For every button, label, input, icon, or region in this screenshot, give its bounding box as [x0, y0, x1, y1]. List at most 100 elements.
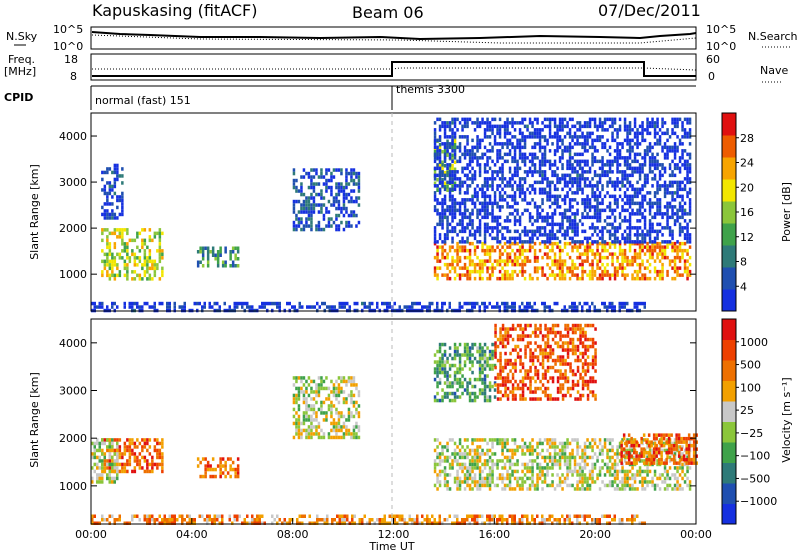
power-echo-cell [446, 255, 449, 260]
power-echo-cell [608, 152, 612, 157]
power-echo-cell [513, 159, 517, 164]
power-echo-cell [133, 252, 137, 257]
power-echo-cell [646, 177, 649, 181]
power-echo-cell [596, 248, 599, 253]
power-echo-cell [581, 152, 584, 157]
power-echo-cell [496, 301, 499, 306]
velocity-echo-cell [146, 469, 149, 474]
velocity-echo-cell [342, 435, 346, 440]
power-echo-cell [663, 226, 667, 230]
power-echo-cell [618, 142, 622, 146]
power-echo-cell [626, 166, 629, 171]
power-echo-cell [468, 152, 472, 157]
velocity-echo-cell [481, 452, 484, 456]
power-echo-cell [613, 219, 617, 223]
velocity-echo-cell [501, 445, 504, 449]
power-echo-cell [158, 235, 162, 239]
power-echo-cell [528, 135, 532, 139]
power-echo-cell [511, 241, 514, 246]
power-echo-cell [681, 252, 684, 256]
power-echo-cell [623, 255, 627, 260]
velocity-echo-cell [486, 480, 489, 484]
power-echo-cell [551, 273, 554, 277]
power-echo-cell [448, 269, 452, 274]
power-echo-cell [463, 180, 467, 185]
velocity-echo-cell [613, 476, 617, 481]
power-echo-cell [476, 269, 479, 274]
velocity-echo-cell [463, 487, 467, 491]
velocity-echo-cell [563, 476, 567, 481]
power-echo-cell [478, 266, 482, 270]
power-echo-cell [606, 241, 609, 246]
power-echo-cell [151, 277, 154, 281]
power-echo-cell [568, 156, 572, 160]
power-echo-cell [448, 187, 452, 192]
power-echo-cell [448, 301, 451, 306]
power-echo-cell [583, 259, 587, 263]
velocity-echo-cell [598, 438, 602, 442]
power-echo-cell [446, 273, 449, 277]
power-echo-cell [443, 173, 447, 178]
power-echo-cell [438, 166, 442, 171]
power-echo-cell [345, 196, 348, 200]
velocity-echo-cell [626, 438, 629, 442]
power-echo-cell [357, 196, 361, 200]
power-echo-cell [636, 191, 639, 195]
velocity-echo-cell [578, 455, 582, 460]
power-echo-cell [631, 138, 634, 143]
power-echo-cell [621, 301, 624, 306]
velocity-echo-cell [558, 455, 562, 460]
power-echo-cell [451, 266, 454, 270]
power-echo-cell [573, 212, 577, 216]
velocity-echo-cell [436, 462, 439, 467]
power-echo-cell [451, 159, 454, 164]
power-echo-cell [448, 276, 452, 281]
power-echo-cell [411, 305, 414, 309]
velocity-echo-cell [606, 469, 609, 474]
velocity-echo-cell [443, 483, 447, 488]
power-echo-cell [661, 131, 664, 136]
power-echo-cell [673, 219, 677, 223]
power-echo-cell [686, 252, 689, 256]
power-echo-cell [108, 245, 112, 250]
power-echo-cell [536, 226, 539, 230]
power-echo-cell [523, 145, 527, 150]
power-echo-cell [558, 245, 562, 249]
power-echo-cell [486, 128, 489, 132]
power-echo-cell [513, 156, 517, 160]
power-echo-cell [506, 229, 509, 234]
velocity-echo-cell [471, 448, 474, 453]
power-echo-cell [503, 198, 507, 202]
power-echo-cell [501, 145, 504, 150]
power-echo-cell [113, 228, 117, 232]
velocity-echo-cell [295, 432, 298, 436]
velocity-echo-cell [608, 448, 612, 453]
power-echo-cell [337, 224, 341, 228]
power-echo-cell [596, 180, 599, 185]
velocity-echo-cell [533, 448, 537, 453]
power-echo-cell [603, 208, 607, 213]
velocity-echo-cell [638, 469, 642, 474]
velocity-echo-cell [342, 414, 346, 419]
power-echo-cell [307, 210, 311, 214]
velocity-echo-cell [628, 483, 632, 488]
power-echo-cell [448, 142, 452, 146]
power-echo-cell [533, 259, 537, 263]
power-echo-cell [621, 262, 624, 267]
velocity-echo-cell [292, 383, 296, 387]
velocity-echo-cell [566, 455, 569, 460]
power-echo-cell [616, 184, 619, 188]
power-echo-cell [641, 233, 644, 237]
power-echo-cell [143, 256, 147, 260]
power-echo-cell [671, 159, 674, 164]
power-echo-cell [342, 196, 346, 200]
power-echo-cell [656, 222, 659, 227]
power-echo-region [196, 246, 240, 268]
power-echo-cell [613, 276, 617, 281]
power-echo-cell [106, 270, 109, 274]
velocity-echo-cell [488, 448, 492, 453]
power-echo-cell [573, 233, 577, 237]
power-echo-cell [651, 163, 654, 167]
power-echo-cell [330, 175, 333, 179]
velocity-echo-cell [116, 469, 119, 474]
